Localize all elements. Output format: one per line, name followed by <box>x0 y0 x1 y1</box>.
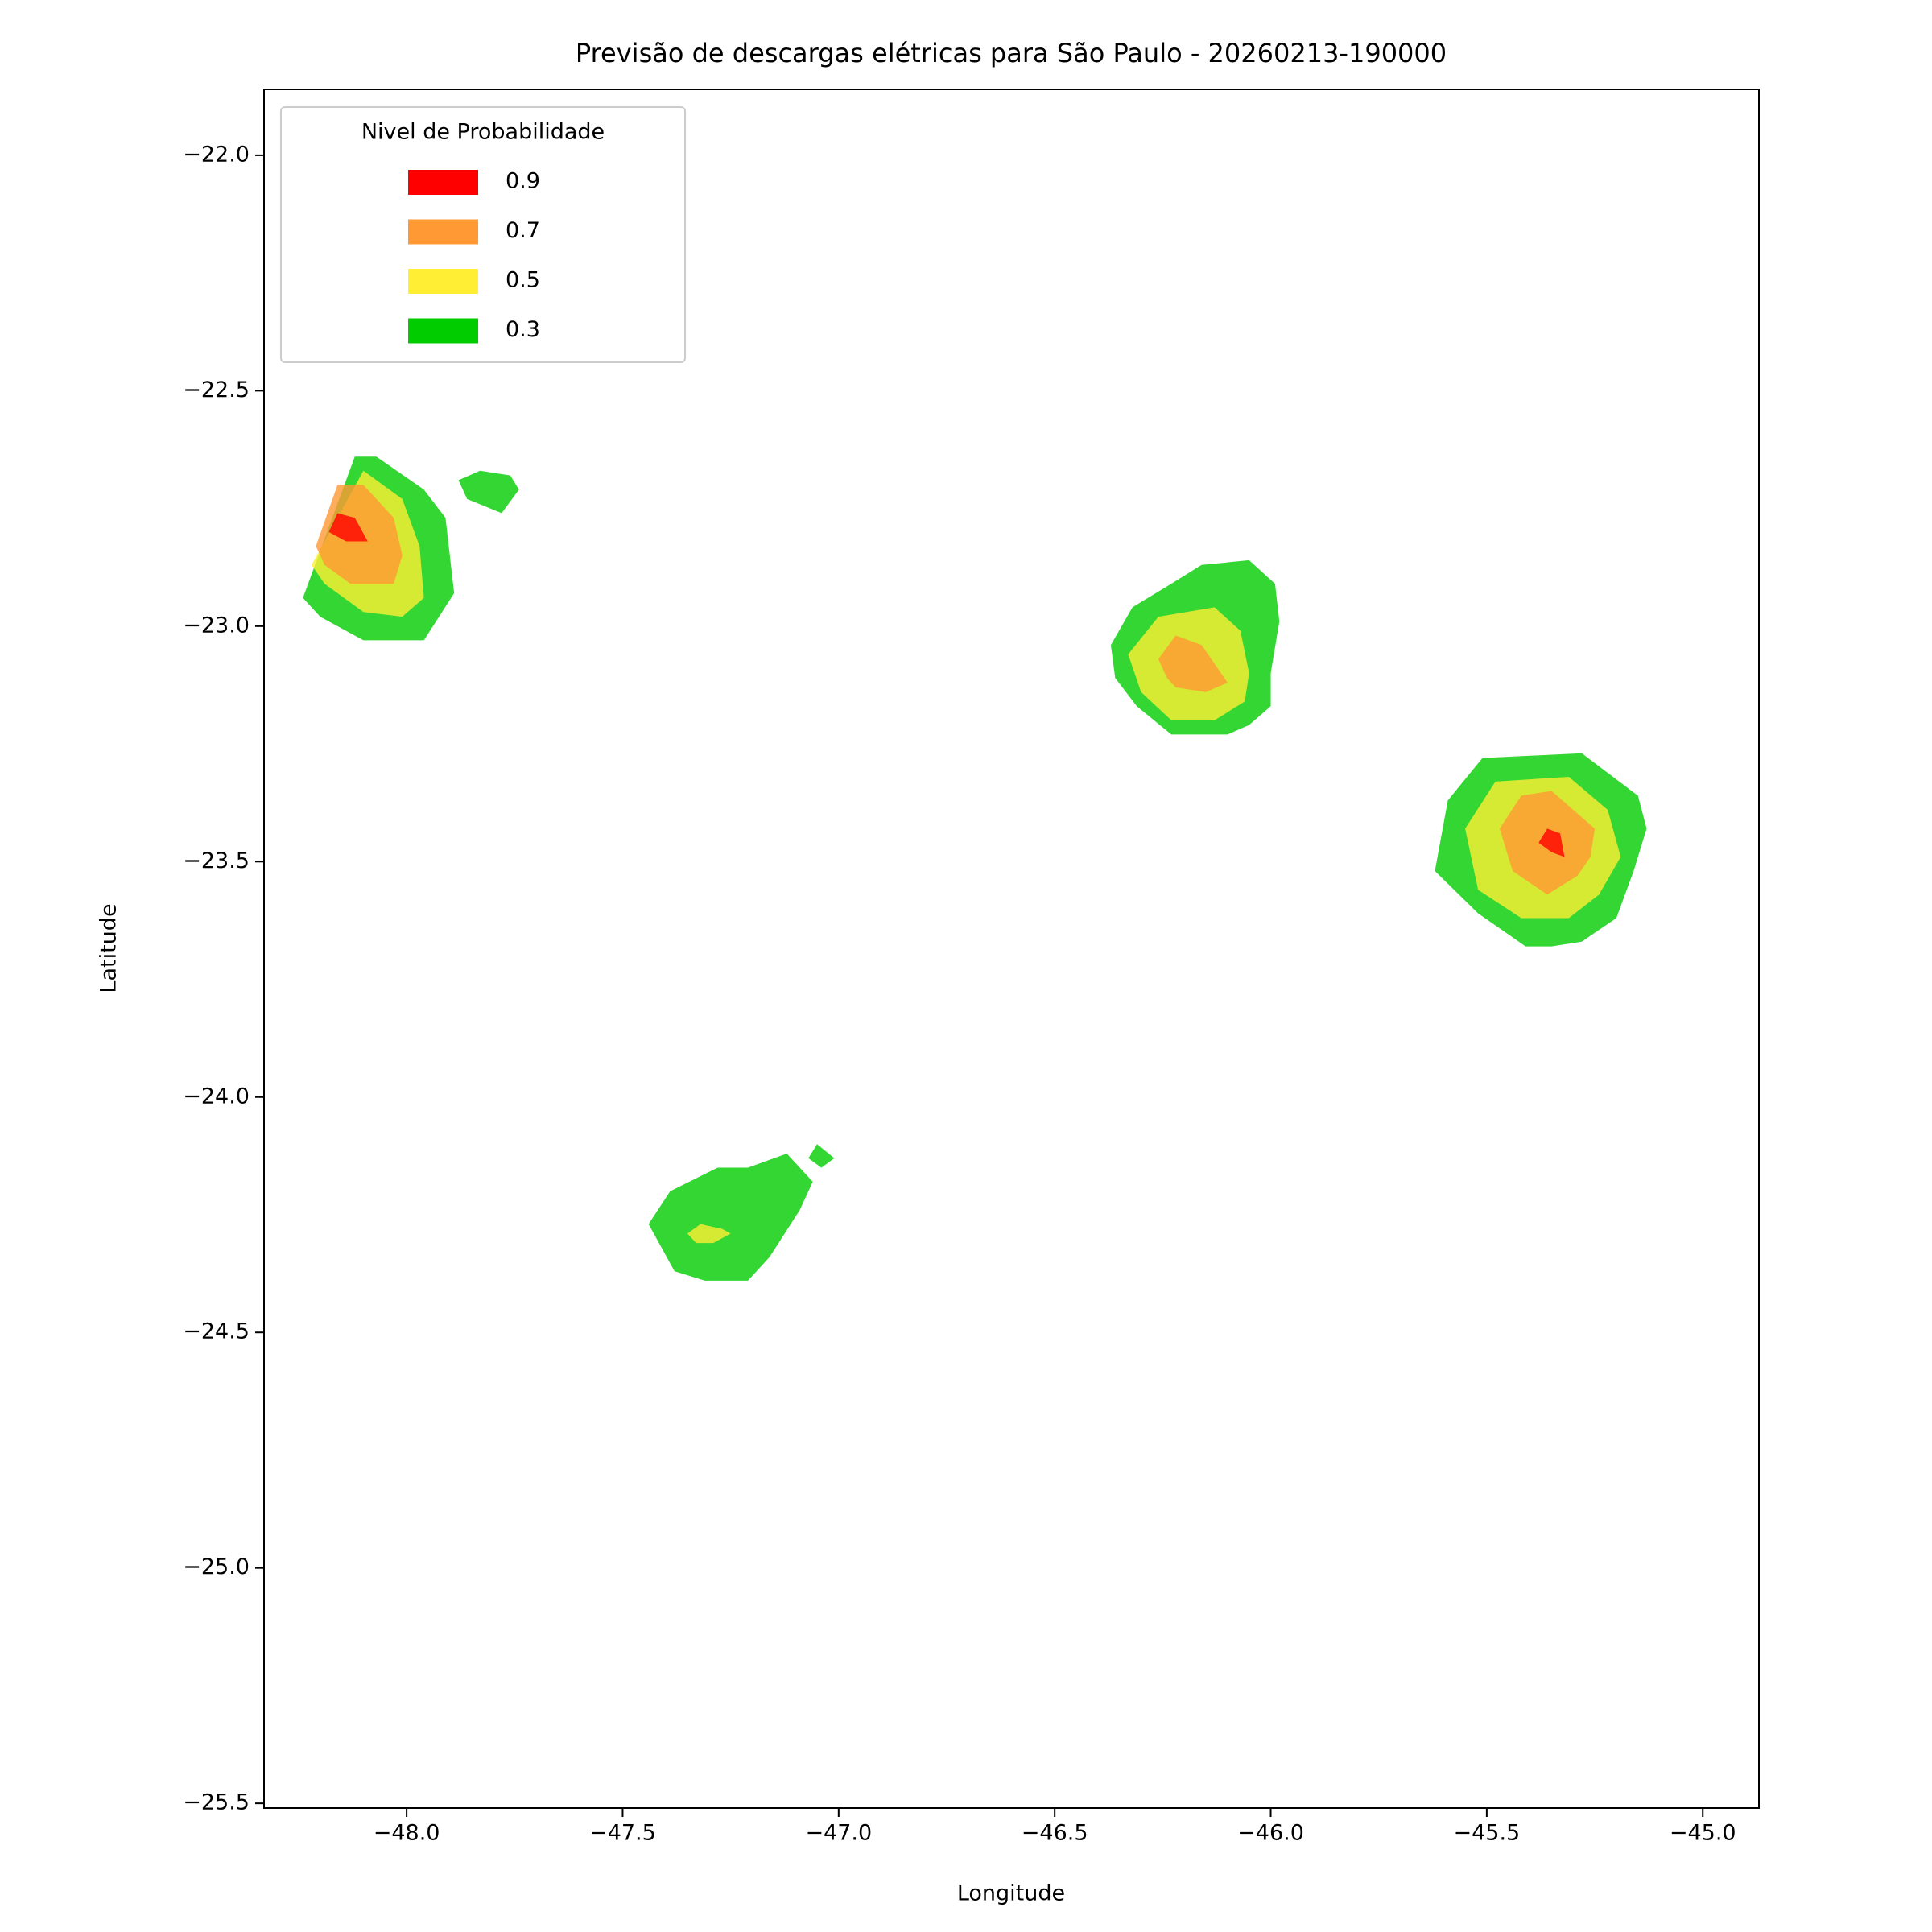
legend-label: 0.5 <box>506 268 540 293</box>
y-tick-label: −22.5 <box>183 378 250 402</box>
legend-title: Nivel de Probabilidade <box>361 120 605 145</box>
x-tick-label: −47.0 <box>805 1821 872 1846</box>
x-tick-label: −46.5 <box>1022 1821 1088 1846</box>
contour-region <box>1158 635 1228 692</box>
legend-swatch <box>408 219 478 245</box>
legend-swatch <box>408 170 478 195</box>
y-tick-label: −24.5 <box>183 1319 250 1344</box>
x-tick-label: −48.0 <box>374 1821 440 1846</box>
legend-label: 0.3 <box>506 317 540 342</box>
contour-region <box>458 470 519 514</box>
chart-title: Previsão de descargas elétricas para São… <box>576 38 1447 68</box>
contour-region <box>648 1153 813 1281</box>
contour-region <box>1538 828 1565 857</box>
axes-frame <box>263 89 1760 1809</box>
contour-region <box>328 513 368 542</box>
y-tick-label: −23.0 <box>183 613 250 638</box>
x-tick-label: −45.5 <box>1454 1821 1521 1846</box>
x-axis-label: Longitude <box>957 1881 1065 1906</box>
plot-area <box>303 456 1647 1281</box>
y-tick-label: −24.0 <box>183 1084 250 1108</box>
x-tick-label: −46.0 <box>1237 1821 1304 1846</box>
y-axis-label: Latitude <box>97 903 122 993</box>
y-tick-label: −23.5 <box>183 848 250 873</box>
contour-region <box>808 1144 835 1168</box>
legend-swatch <box>408 269 478 294</box>
legend-label: 0.7 <box>506 218 540 243</box>
x-tick-label: −47.5 <box>589 1821 656 1846</box>
y-tick-label: −22.0 <box>183 142 250 167</box>
legend-label: 0.9 <box>506 169 540 194</box>
y-tick-label: −25.0 <box>183 1554 250 1579</box>
legend-swatch <box>408 318 478 344</box>
contour-region <box>687 1224 731 1244</box>
x-tick-label: −45.0 <box>1670 1821 1736 1846</box>
legend-box <box>280 106 686 363</box>
y-tick-label: −25.5 <box>183 1790 250 1815</box>
